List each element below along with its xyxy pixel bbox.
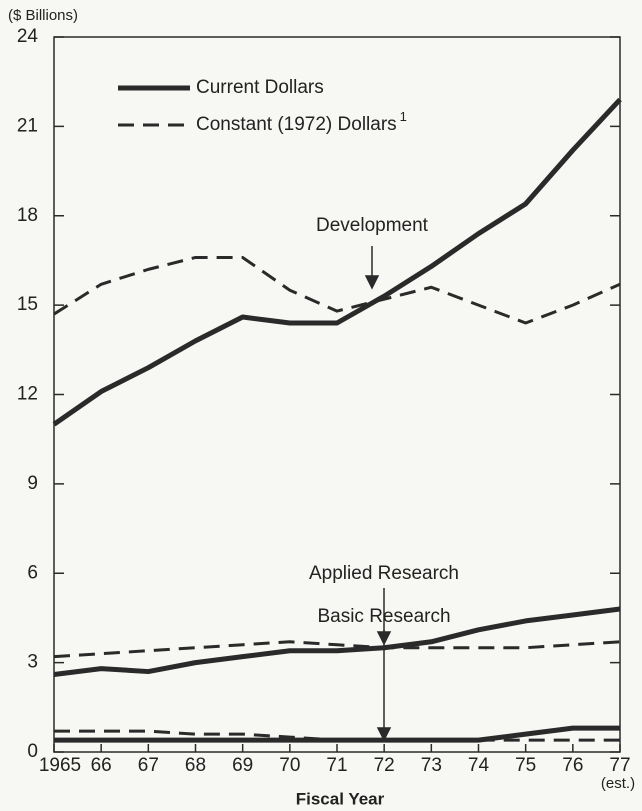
x-tick-label: 73 xyxy=(421,755,442,776)
y-tick-label: 0 xyxy=(27,741,38,762)
x-axis-label: Fiscal Year xyxy=(296,789,385,808)
legend-label: Current Dollars xyxy=(196,77,324,98)
group-label: Development xyxy=(316,215,429,236)
data-line xyxy=(54,729,620,742)
data-line xyxy=(53,640,621,659)
x-tick-label: 77 xyxy=(609,755,630,776)
data-line xyxy=(53,606,621,678)
x-tick-label: 67 xyxy=(138,755,159,776)
y-axis-label: ($ Billions) xyxy=(8,7,78,24)
data-line xyxy=(52,97,622,427)
y-tick-label: 6 xyxy=(27,562,38,583)
legend-label: Constant (1972) Dollars 1 xyxy=(196,109,407,135)
y-tick-label: 21 xyxy=(17,115,38,136)
y-tick-label: 12 xyxy=(17,384,38,405)
x-tick-label: 69 xyxy=(232,755,253,776)
y-tick-label: 9 xyxy=(27,473,38,494)
x-tick-label: 72 xyxy=(374,755,395,776)
x-tick-label: 68 xyxy=(185,755,206,776)
x-tick-label: 71 xyxy=(326,755,347,776)
data-line xyxy=(53,255,621,325)
x-tick-label: 75 xyxy=(515,755,536,776)
legend-text: Current Dollars xyxy=(196,77,324,98)
x-note: (est.) xyxy=(601,775,635,792)
group-label: Basic Research xyxy=(317,606,450,627)
x-tick-label: 1965 xyxy=(39,755,81,776)
x-tick-label: 66 xyxy=(91,755,112,776)
legend-note: 1 xyxy=(400,109,407,124)
y-tick-label: 18 xyxy=(17,205,38,226)
x-tick-label: 76 xyxy=(562,755,583,776)
y-tick-label: 15 xyxy=(17,294,38,315)
y-tick-label: 24 xyxy=(17,26,39,47)
x-tick-label: 70 xyxy=(279,755,300,776)
y-tick-label: 3 xyxy=(27,652,38,673)
arrows xyxy=(364,246,392,646)
group-label: Applied Research xyxy=(309,563,459,584)
legend-text: Constant (1972) Dollars xyxy=(196,114,397,135)
x-tick-label: 74 xyxy=(468,755,490,776)
